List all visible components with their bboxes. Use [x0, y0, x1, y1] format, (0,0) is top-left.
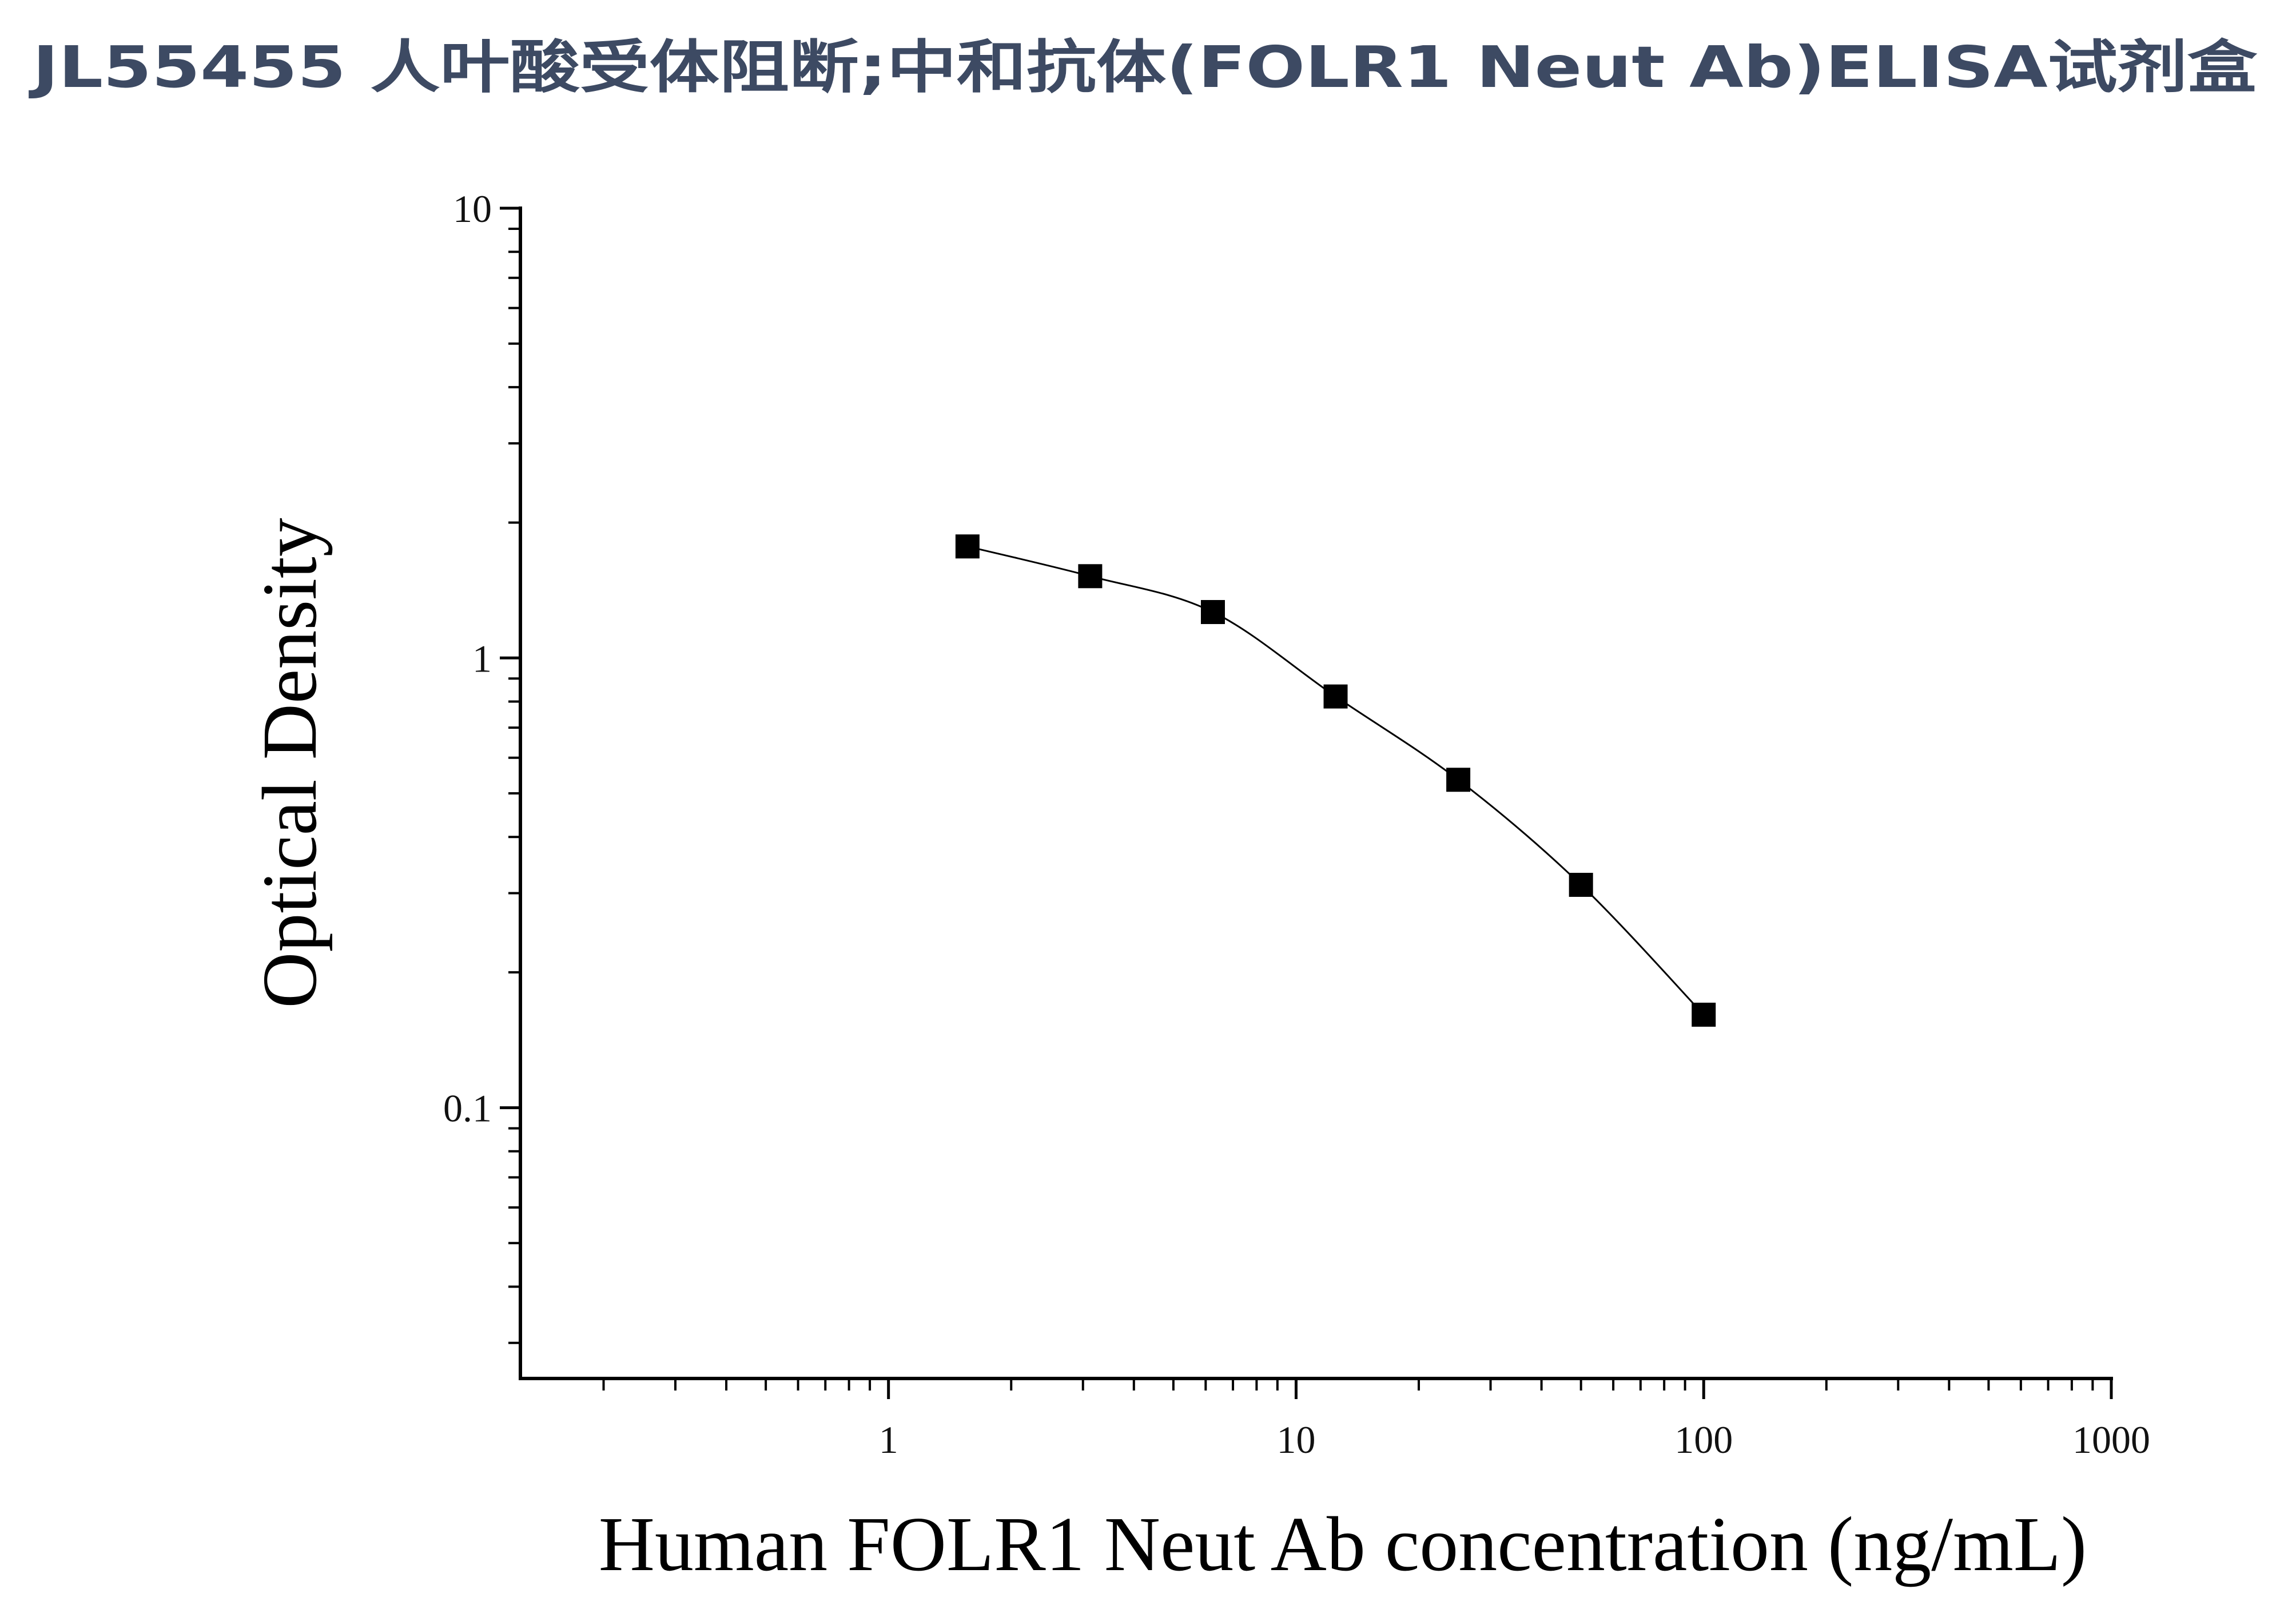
data-point	[1078, 564, 1103, 589]
y-tick-label: 1	[472, 637, 492, 680]
data-point	[1323, 684, 1348, 709]
data-point	[955, 534, 980, 559]
chart-title: JL55455 人叶酸受体阻断;中和抗体(FOLR1 Neut Ab)ELISA…	[29, 34, 2258, 101]
x-tick-label: 10	[1276, 1418, 1315, 1461]
data-point	[1569, 872, 1593, 897]
x-axis-label: Human FOLR1 Neut Ab concentration (ng/mL…	[599, 1501, 2087, 1587]
y-tick-label: 0.1	[443, 1087, 492, 1130]
y-tick-label: 10	[453, 187, 492, 231]
x-tick-label: 1	[879, 1418, 898, 1461]
data-point	[1692, 1002, 1716, 1027]
data-point	[1200, 600, 1225, 625]
x-tick-label: 1000	[2072, 1418, 2150, 1461]
y-axis-label: Optical Density	[247, 518, 333, 1008]
data-point	[1446, 768, 1471, 792]
fit-curve	[967, 545, 1705, 1016]
x-tick-label: 100	[1674, 1418, 1733, 1461]
